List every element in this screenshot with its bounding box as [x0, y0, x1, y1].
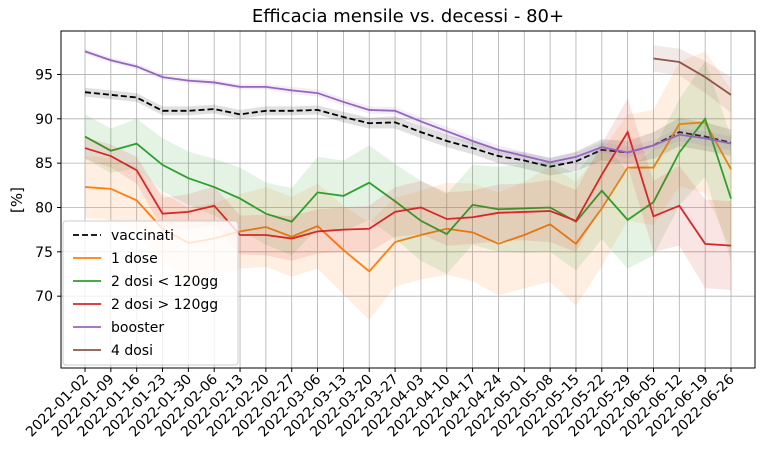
y-tick-label: 80 — [35, 200, 53, 216]
legend-label: 2 dosi > 120gg — [111, 297, 218, 313]
series-line — [653, 57, 732, 96]
confidence-band — [85, 61, 731, 274]
plot-frame — [60, 30, 756, 369]
y-tick-label: 85 — [35, 156, 53, 172]
confidence-band — [85, 87, 731, 176]
legend-box — [62, 220, 239, 366]
legend-label: 4 dosi — [111, 343, 153, 359]
series-line — [84, 50, 732, 164]
y-tick-label: 70 — [35, 289, 53, 305]
series-line — [84, 116, 732, 236]
legend-label: booster — [111, 320, 164, 336]
y-tick-label: 90 — [35, 112, 53, 128]
legend-label: 2 dosi < 120gg — [111, 274, 218, 290]
legend-label: vaccinati — [111, 228, 174, 244]
legend-label: 1 dose — [111, 251, 158, 267]
y-axis-label: [%] — [8, 187, 26, 213]
plot-area — [61, 31, 755, 368]
confidence-band — [85, 51, 731, 321]
series-line — [84, 129, 732, 247]
y-tick-label: 75 — [35, 245, 53, 261]
legend: vaccinati 1 dose 2 dosi < 120gg 2 dosi > 12… — [62, 220, 239, 366]
y-tick-label: 95 — [35, 67, 53, 83]
chart-title: Efficacia mensile vs. decessi - 80+ — [252, 6, 564, 27]
confidence-band — [85, 98, 731, 290]
